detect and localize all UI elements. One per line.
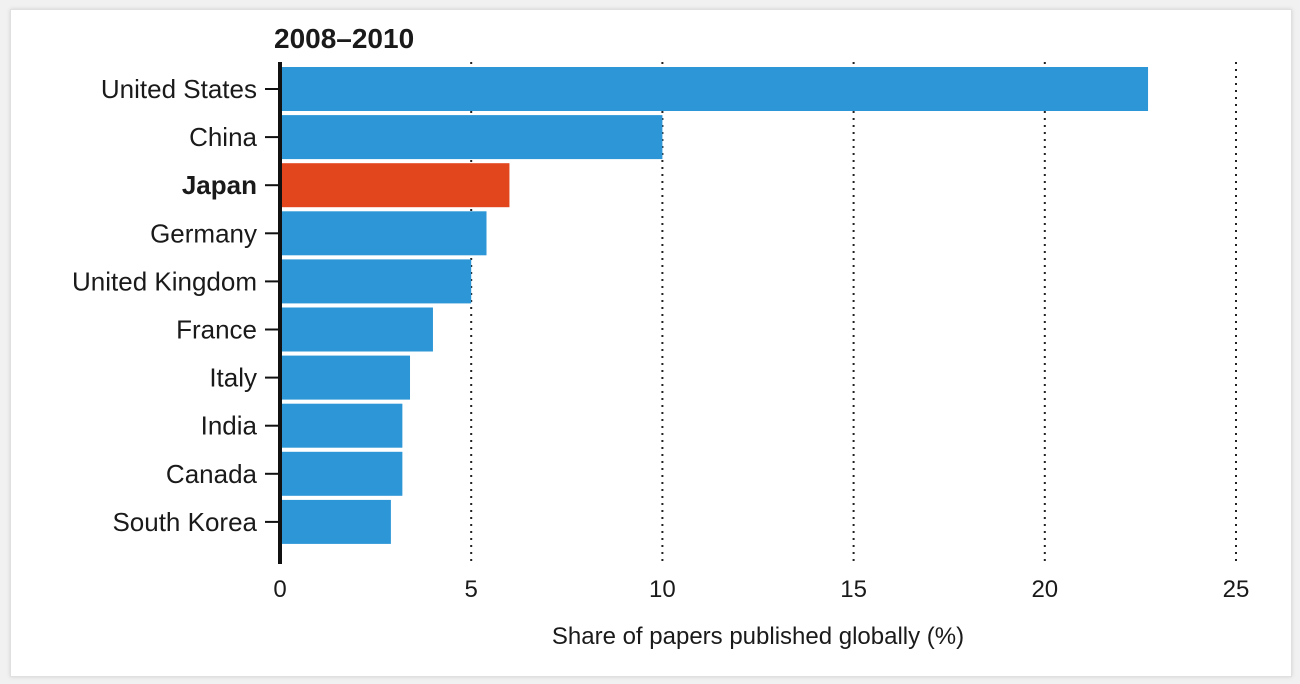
bar-chart: 2008–2010 United States China Japan Germany… (72, 23, 1249, 650)
category-label-united-states: United States (101, 74, 257, 104)
x-tick-label-5: 5 (465, 576, 478, 603)
bar-south-korea (280, 499, 391, 544)
bar-italy (280, 355, 411, 400)
bar-japan (280, 163, 510, 208)
bar-united-kingdom (280, 259, 472, 304)
x-tick-label-25: 25 (1223, 576, 1250, 603)
category-labels: United States China Japan Germany United Kin… (72, 74, 280, 537)
category-label-china: China (189, 122, 257, 152)
x-tick-label-0: 0 (273, 576, 286, 603)
chart-card: 2008–2010 United States China Japan Germany… (10, 9, 1292, 677)
category-label-united-kingdom: United Kingdom (72, 266, 257, 296)
bar-china (280, 115, 663, 160)
bar-india (280, 403, 403, 448)
category-label-germany: Germany (150, 218, 257, 248)
category-label-france: France (176, 315, 257, 345)
category-label-canada: Canada (166, 459, 258, 489)
bar-germany (280, 211, 487, 256)
x-tick-label-20: 20 (1031, 576, 1058, 603)
category-label-india: India (201, 411, 258, 441)
x-tick-label-10: 10 (649, 576, 676, 603)
category-label-south-korea: South Korea (112, 507, 257, 537)
x-tick-label-15: 15 (840, 576, 867, 603)
bar-france (280, 307, 433, 352)
bar-canada (280, 451, 403, 496)
category-label-italy: Italy (209, 363, 257, 393)
chart-title: 2008–2010 (274, 23, 414, 54)
bar-united-states (280, 67, 1149, 111)
x-axis-title: Share of papers published globally (%) (552, 623, 964, 650)
x-tick-labels: 0 5 10 15 20 25 (273, 576, 1249, 603)
category-label-japan: Japan (182, 170, 257, 200)
bars (280, 67, 1149, 544)
